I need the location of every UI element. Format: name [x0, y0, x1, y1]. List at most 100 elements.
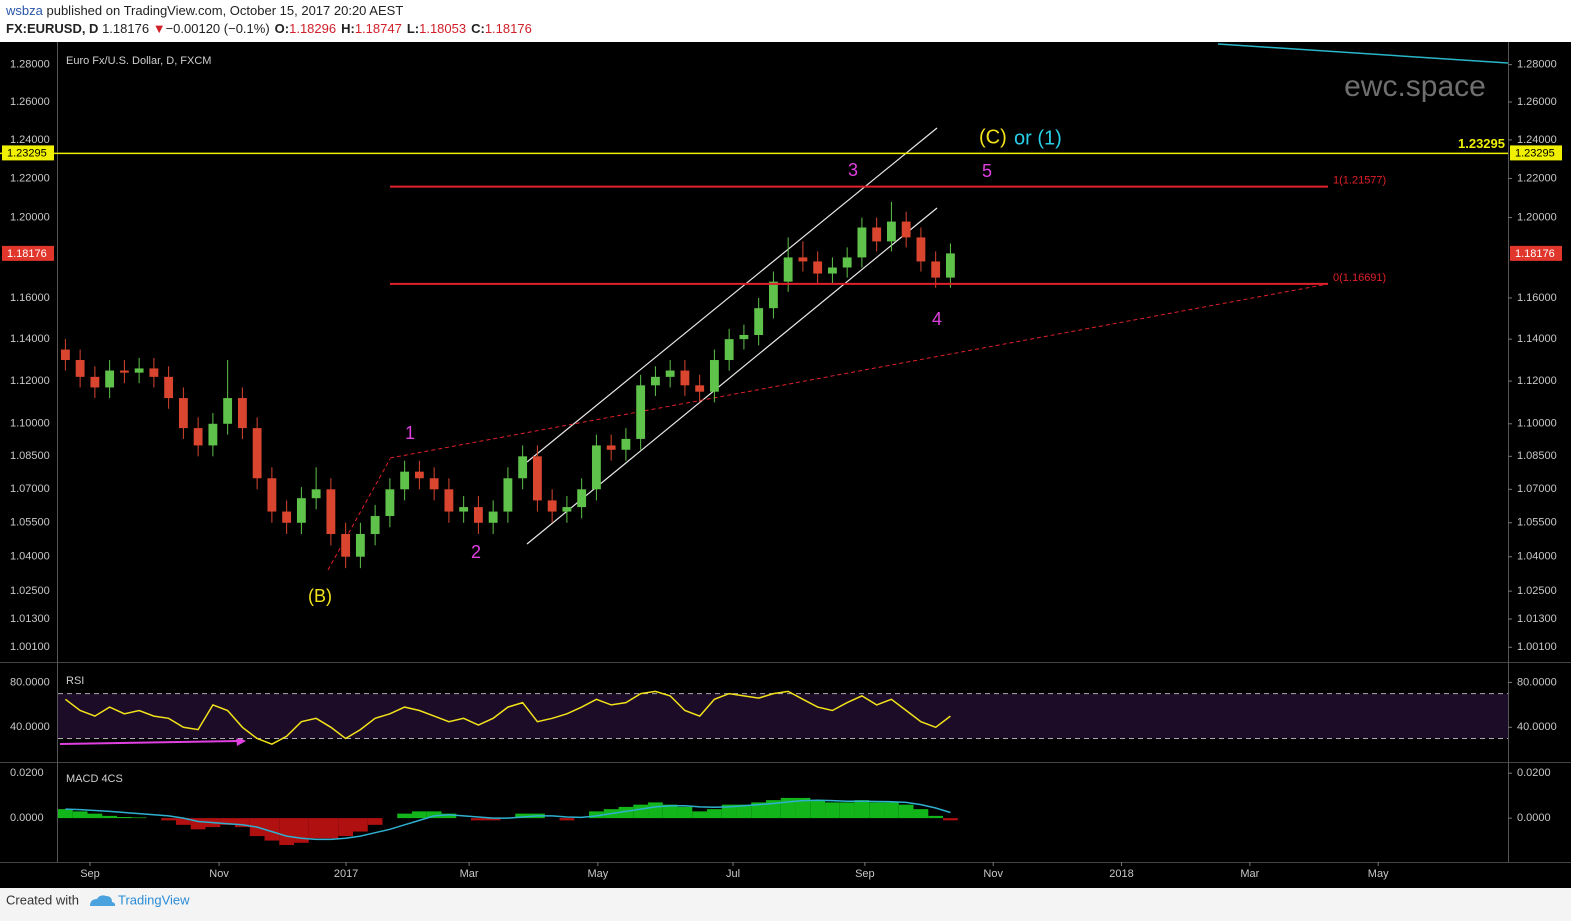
candle-body	[916, 237, 926, 262]
hline-text: 1.23295	[1458, 136, 1505, 151]
macd-bar	[839, 802, 855, 819]
y-tick-label-left: 80.0000	[10, 676, 50, 688]
macd-bar	[559, 818, 575, 821]
y-tick-label: 1.08500	[1517, 450, 1557, 462]
macd-bar	[751, 802, 767, 819]
candle-body	[709, 360, 719, 392]
watermark: ewc.space	[1344, 70, 1486, 103]
candle-body	[326, 489, 336, 535]
ohlc-label: O:	[275, 21, 289, 36]
footer-bg	[0, 888, 1571, 921]
x-tick-label: Nov	[209, 868, 229, 880]
candle-body	[945, 253, 955, 278]
candle-body	[827, 267, 837, 274]
candle-body	[562, 507, 572, 512]
macd-bar	[353, 818, 368, 832]
y-tick-label-left: 1.16000	[10, 292, 50, 304]
hline-axis-box	[1510, 145, 1562, 161]
published: published on TradingView.com, October 15…	[46, 3, 403, 18]
fib-level-label: 0(1.16691)	[1333, 272, 1386, 284]
candle-body	[178, 398, 188, 429]
ohlc-label: C:	[471, 21, 485, 36]
x-tick-label: May	[587, 868, 608, 880]
y-tick-label: 1.02500	[1517, 585, 1557, 597]
macd-bar	[279, 818, 295, 846]
wave-label: 3	[848, 160, 858, 180]
candle-body	[164, 376, 174, 399]
macd-signal	[65, 799, 951, 841]
candle-body	[650, 376, 660, 386]
macd-bar	[692, 811, 708, 819]
rsi-line	[64, 690, 951, 746]
macd-bar	[338, 818, 354, 837]
macd-title: MACD 4CS	[66, 773, 123, 785]
macd-bar	[131, 817, 147, 819]
macd-bar	[825, 802, 840, 819]
candle-body	[237, 398, 247, 429]
rsi-band	[58, 693, 1508, 739]
candle-body	[577, 489, 587, 508]
y-tick-label-left: 1.10000	[10, 418, 50, 430]
macd-bar	[589, 811, 604, 819]
candle-body	[252, 428, 262, 479]
wave-label: (C)	[979, 126, 1007, 148]
y-tick-label: 40.0000	[1517, 721, 1557, 733]
macd-bar	[308, 818, 324, 839]
candle-body	[282, 511, 292, 523]
wave-label: or (1)	[1014, 127, 1062, 149]
y-tick-label-left: 1.24000	[10, 134, 50, 146]
y-tick-label-left: 1.04000	[10, 551, 50, 563]
candle-body	[267, 478, 277, 512]
arrow: ▼	[153, 21, 166, 36]
y-tick-label-left: 1.05500	[10, 517, 50, 529]
macd-bar	[677, 806, 693, 819]
macd-bar	[943, 818, 958, 821]
candle-body	[355, 534, 365, 557]
candle-body	[296, 498, 306, 523]
y-tick-label-left: 1.22000	[10, 172, 50, 184]
fib-level-label: 1(1.21577)	[1333, 175, 1386, 187]
footer-created: Created with	[6, 892, 79, 907]
x-tick-label: Nov	[983, 868, 1003, 880]
candle-body	[798, 257, 808, 262]
candle-body	[783, 257, 793, 282]
last-price-box	[1510, 245, 1562, 261]
logo	[90, 895, 116, 906]
macd-bar	[707, 809, 722, 819]
macd-bar	[102, 815, 118, 819]
candle-body	[621, 438, 631, 450]
y-tick-label: 0.0200	[1517, 767, 1551, 779]
x-tick-label: Sep	[80, 868, 100, 880]
dashed-leg	[327, 458, 391, 571]
channel-upper	[526, 127, 938, 463]
candle-body	[754, 308, 764, 335]
candle-body	[503, 478, 513, 512]
macd-bar	[810, 800, 826, 819]
change: −0.00120 (−0.1%)	[166, 21, 270, 36]
candle-body	[813, 261, 823, 274]
y-tick-label: 1.07000	[1517, 483, 1557, 495]
candle-body	[223, 398, 233, 424]
candle-body	[532, 456, 542, 501]
x-tick-label: Mar	[1240, 868, 1259, 880]
candle-body	[665, 370, 675, 377]
macd-bar	[471, 818, 486, 821]
x-tick-label: May	[1368, 868, 1389, 880]
y-tick-label: 1.22000	[1517, 172, 1557, 184]
macd-bar	[736, 804, 752, 819]
y-tick-label: 1.24000	[1517, 134, 1557, 146]
macd-bar	[220, 818, 236, 825]
macd-bar	[648, 802, 663, 819]
macd-bar	[190, 818, 206, 830]
candle-body	[459, 507, 469, 512]
y-tick-label-left: 1.08500	[10, 450, 50, 462]
last-price-label: 1.18176	[1515, 248, 1555, 260]
footer-brand[interactable]: TradingView	[118, 892, 190, 907]
macd-bar	[515, 813, 531, 819]
candle-body	[370, 516, 380, 535]
candle-body	[341, 534, 351, 557]
candle-body	[208, 423, 218, 446]
trend-line	[1217, 43, 1509, 64]
x-tick-label: 2018	[1109, 868, 1133, 880]
candle-body	[606, 445, 616, 450]
